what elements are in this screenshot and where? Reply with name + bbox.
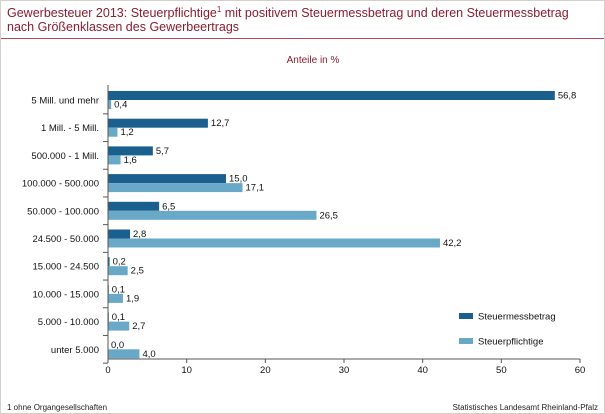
category-label: 500.000 - 1 Mill. [31, 151, 99, 162]
source-note: Statistisches Landesamt Rheinland-Pfalz [452, 403, 598, 412]
legend-swatch-steuermessbetrag [459, 313, 473, 319]
x-tick-label: 60 [575, 365, 586, 376]
category-label: 15.000 - 24.500 [32, 262, 99, 273]
bar-steuermessbetrag [108, 91, 555, 100]
bar-steuerpflichtige [108, 266, 128, 276]
data-label: 0,2 [113, 257, 126, 268]
x-tick-label: 30 [339, 365, 350, 376]
x-tick-label: 40 [417, 365, 428, 376]
data-label: 4,0 [142, 349, 155, 360]
data-label: 1,6 [124, 155, 137, 166]
x-tick-label: 20 [260, 365, 271, 376]
data-label: 15,0 [229, 174, 248, 185]
data-label: 0,1 [112, 312, 125, 323]
data-label: 26,5 [319, 210, 338, 221]
bar-steuerpflichtige [108, 210, 317, 220]
category-label: 100.000 - 500.000 [22, 179, 99, 190]
bar-steuermessbetrag [108, 201, 160, 211]
category-label: 10.000 - 15.000 [32, 289, 99, 300]
bar-steuermessbetrag [108, 146, 153, 156]
category-label: unter 5.000 [51, 345, 99, 356]
category-label: 5.000 - 10.000 [38, 317, 99, 328]
bar-steuerpflichtige [108, 321, 130, 331]
data-label: 6,5 [162, 201, 175, 212]
data-label: 1,9 [126, 293, 139, 304]
category-label: 5 Mill. und mehr [31, 96, 99, 107]
bar-steuerpflichtige [108, 127, 118, 137]
chart-title: Gewerbesteuer 2013: Steuerpflichtige1 mi… [7, 5, 569, 35]
category-label: 1 Mill. - 5 Mill. [41, 123, 99, 134]
data-label: 12,7 [211, 118, 230, 129]
footnote: 1 ohne Organgesellschaften [7, 403, 108, 412]
bar-steuerpflichtige [108, 183, 243, 193]
data-label: 0,4 [114, 100, 127, 111]
data-label: 56,8 [558, 91, 577, 102]
data-label: 5,7 [156, 146, 169, 157]
legend-label-steuermessbetrag: Steuermessbetrag [478, 312, 556, 323]
title-divider [1, 38, 604, 39]
bar-steuermessbetrag [108, 229, 131, 239]
data-label: 2,5 [131, 266, 144, 277]
bar-steuerpflichtige [108, 100, 112, 109]
category-label: 50.000 - 100.000 [27, 206, 99, 217]
x-tick-label: 10 [181, 365, 192, 376]
data-label: 1,2 [120, 127, 133, 138]
bar-steuerpflichtige [108, 238, 440, 248]
legend-label-steuerpflichtige: Steuerpflichtige [478, 337, 543, 348]
data-label: 0,1 [112, 284, 125, 295]
data-label: 42,2 [443, 238, 462, 249]
data-label: 0,0 [111, 340, 124, 351]
category-label: 24.500 - 50.000 [32, 234, 99, 245]
data-label: 17,1 [246, 183, 265, 194]
bar-steuerpflichtige [108, 155, 121, 165]
legend-swatch-steuerpflichtige [459, 338, 473, 344]
x-tick-label: 50 [496, 365, 507, 376]
bar-steuerpflichtige [108, 293, 123, 303]
bar-steuermessbetrag [108, 257, 110, 267]
chart-subtitle: Anteile in % [287, 55, 340, 66]
bar-steuermessbetrag [108, 174, 226, 184]
bar-steuermessbetrag [108, 118, 208, 128]
x-tick-label: 0 [105, 365, 110, 376]
data-label: 2,7 [132, 321, 145, 332]
bar-steuerpflichtige [108, 349, 140, 359]
data-label: 2,8 [133, 229, 146, 240]
